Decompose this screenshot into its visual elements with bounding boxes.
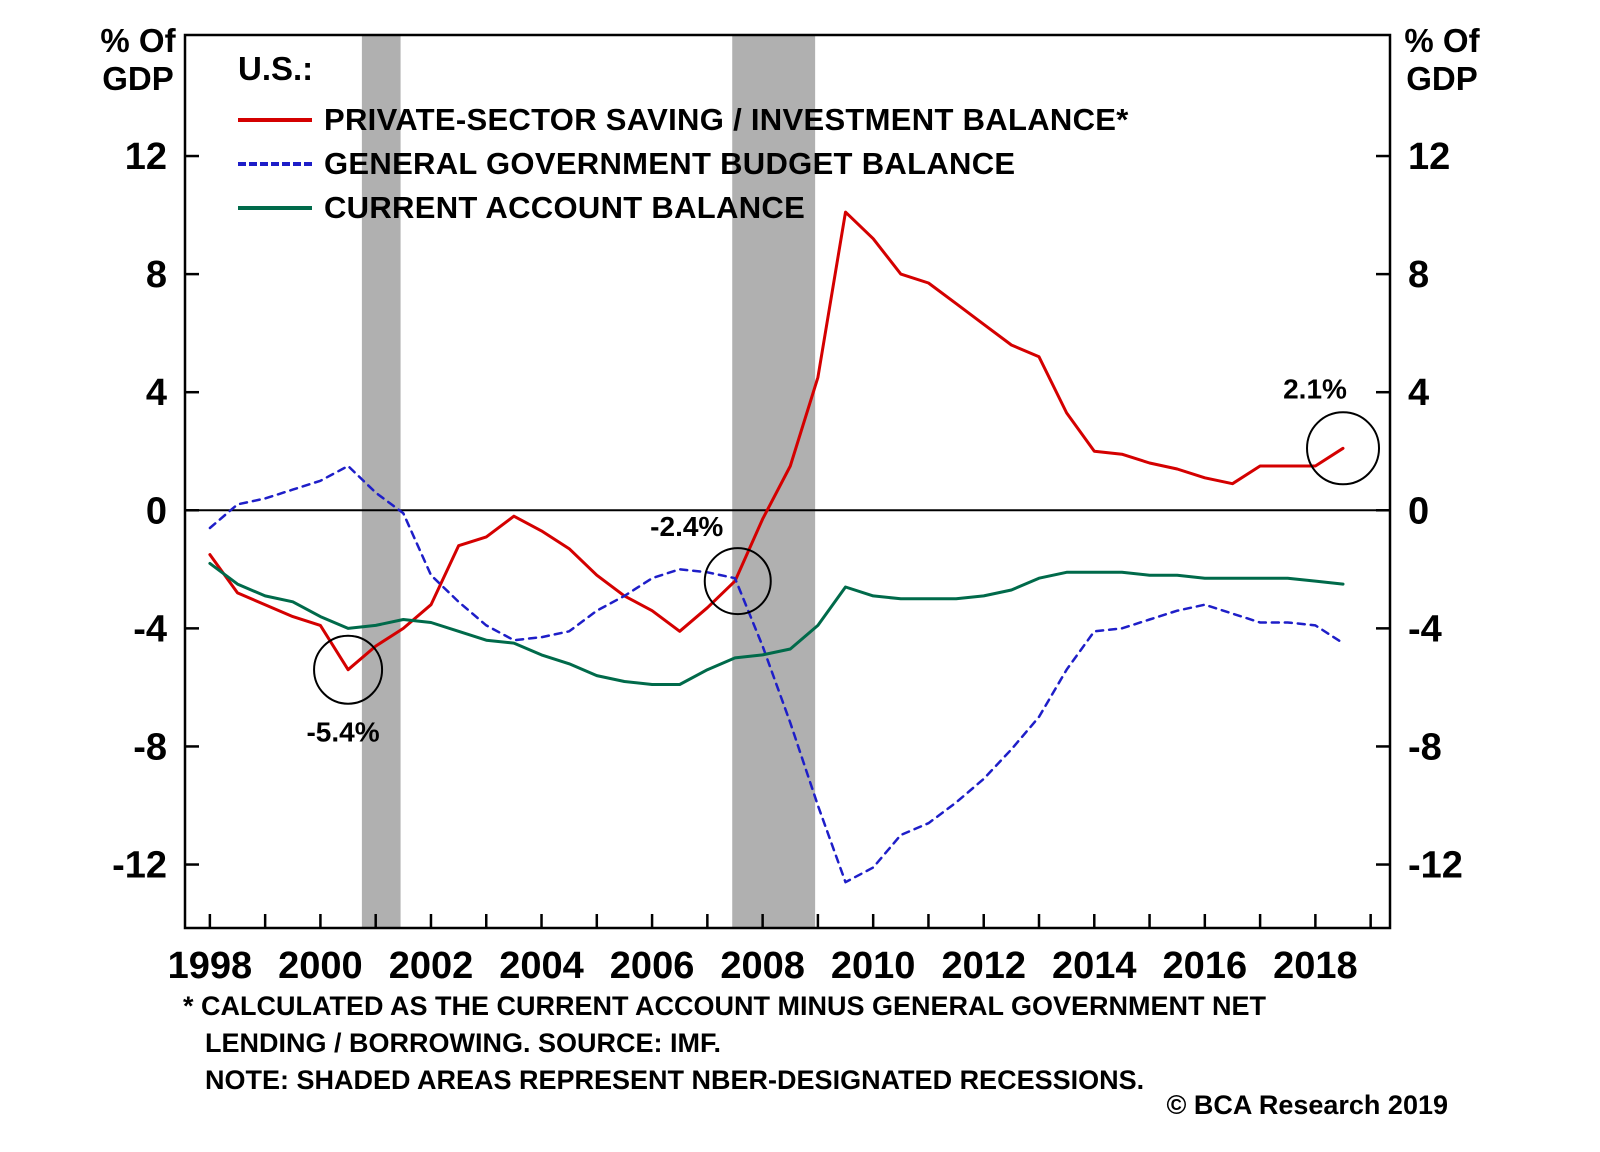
series-line-private-sector-balance <box>208 210 1345 672</box>
footnote-line: NOTE: SHADED AREAS REPRESENT NBER-DESIGN… <box>205 1065 1145 1095</box>
series-line-government-budget-balance <box>208 464 1345 884</box>
y-tick-label-left: 8 <box>146 254 167 296</box>
plot-frame <box>183 33 1392 930</box>
y-tick-label-right: -8 <box>1408 726 1442 768</box>
legend-item-label: PRIVATE-SECTOR SAVING / INVESTMENT BALAN… <box>324 102 1129 137</box>
legend-item-label: CURRENT ACCOUNT BALANCE <box>324 190 806 225</box>
annotation-circle <box>703 547 772 616</box>
legend-item-private-sector: PRIVATE-SECTOR SAVING / INVESTMENT BALAN… <box>238 98 1129 142</box>
x-tick-label: 2008 <box>720 945 805 987</box>
annotation-circle <box>1306 411 1381 486</box>
y-tick-label-right: -12 <box>1408 845 1463 887</box>
y-tick-label-left: 12 <box>125 136 167 178</box>
x-tick-label: 1998 <box>168 945 253 987</box>
x-tick-label: 2006 <box>610 945 695 987</box>
annotation-label: -5.4% <box>306 717 379 748</box>
y-tick-label-right: 0 <box>1408 490 1429 532</box>
y-tick-label-left: 0 <box>146 490 167 532</box>
series-line-current-account-balance <box>208 561 1345 686</box>
legend: U.S.: PRIVATE-SECTOR SAVING / INVESTMENT… <box>238 50 1129 230</box>
copyright-credit: © BCA Research 2019 <box>1166 1090 1448 1120</box>
y-tick-label-left: -8 <box>133 726 167 768</box>
x-tick-label: 2000 <box>278 945 363 987</box>
footnotes: * CALCULATED AS THE CURRENT ACCOUNT MINU… <box>183 988 1266 1099</box>
x-tick-label: 2010 <box>831 945 916 987</box>
y-tick-label-right: 12 <box>1408 136 1450 178</box>
footnote-line: * CALCULATED AS THE CURRENT ACCOUNT MINU… <box>183 991 1267 1021</box>
x-tick-label: 2018 <box>1273 945 1358 987</box>
y-tick-label-left: 4 <box>146 372 167 414</box>
x-tick-label: 2004 <box>499 945 584 987</box>
legend-item-government-budget: GENERAL GOVERNMENT BUDGET BALANCE <box>238 142 1129 186</box>
footnote-line: LENDING / BORROWING. SOURCE: IMF. <box>205 1028 721 1058</box>
y-tick-label-left: -4 <box>133 608 167 650</box>
legend-item-label: GENERAL GOVERNMENT BUDGET BALANCE <box>324 146 1016 181</box>
annotation-label: 2.1% <box>1283 373 1347 404</box>
y-tick-label-right: -4 <box>1408 608 1442 650</box>
recession-band <box>361 35 401 928</box>
y-tick-label-left: -12 <box>112 845 167 887</box>
y-tick-label-right: 4 <box>1408 372 1429 414</box>
x-tick-label: 2016 <box>1163 945 1248 987</box>
legend-item-current-account: CURRENT ACCOUNT BALANCE <box>238 186 1129 230</box>
y-axis-title-right: % Of GDP <box>1404 22 1480 97</box>
y-tick-label-right: 8 <box>1408 254 1429 296</box>
annotation-circle <box>313 634 384 705</box>
x-tick-label: 2014 <box>1052 945 1137 987</box>
y-axis-title-left: % Of GDP <box>100 22 176 97</box>
blue-dashed-line-sample <box>238 162 312 166</box>
legend-title: U.S.: <box>238 50 314 87</box>
recession-band <box>732 35 816 928</box>
red-line-sample <box>238 118 312 122</box>
x-tick-label: 2002 <box>389 945 474 987</box>
x-tick-label: 2012 <box>941 945 1026 987</box>
green-line-sample <box>238 206 312 210</box>
annotation-label: -2.4% <box>650 511 723 542</box>
